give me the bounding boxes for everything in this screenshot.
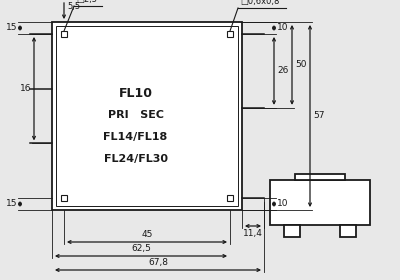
Text: 62,5: 62,5 (131, 244, 151, 253)
Bar (284, 225, 300, 237)
Text: 5,5: 5,5 (67, 2, 80, 11)
Text: 10: 10 (277, 24, 288, 32)
Text: FL10: FL10 (118, 87, 153, 100)
Text: □2,5: □2,5 (76, 0, 97, 4)
Bar (227, 195, 233, 201)
Text: 11,4: 11,4 (243, 229, 263, 238)
Text: 45: 45 (141, 230, 153, 239)
Text: 50: 50 (295, 60, 306, 69)
Bar (61, 31, 67, 37)
Bar (61, 195, 67, 201)
Text: 16: 16 (20, 84, 31, 93)
Bar (340, 225, 356, 237)
Bar (52, 22, 242, 210)
Text: 26: 26 (277, 66, 288, 75)
Text: FL14/FL18: FL14/FL18 (104, 132, 168, 143)
Bar (270, 180, 370, 225)
Bar (56, 26, 238, 206)
Text: 15: 15 (6, 199, 17, 209)
Text: 67,8: 67,8 (148, 258, 168, 267)
Bar (295, 174, 345, 180)
Text: FL24/FL30: FL24/FL30 (104, 155, 168, 164)
Text: 57: 57 (313, 111, 324, 120)
Text: PRI   SEC: PRI SEC (108, 110, 164, 120)
Text: 15: 15 (6, 24, 17, 32)
Text: 10: 10 (277, 199, 288, 209)
Text: □0,6x0,8: □0,6x0,8 (240, 0, 279, 6)
Bar (227, 31, 233, 37)
